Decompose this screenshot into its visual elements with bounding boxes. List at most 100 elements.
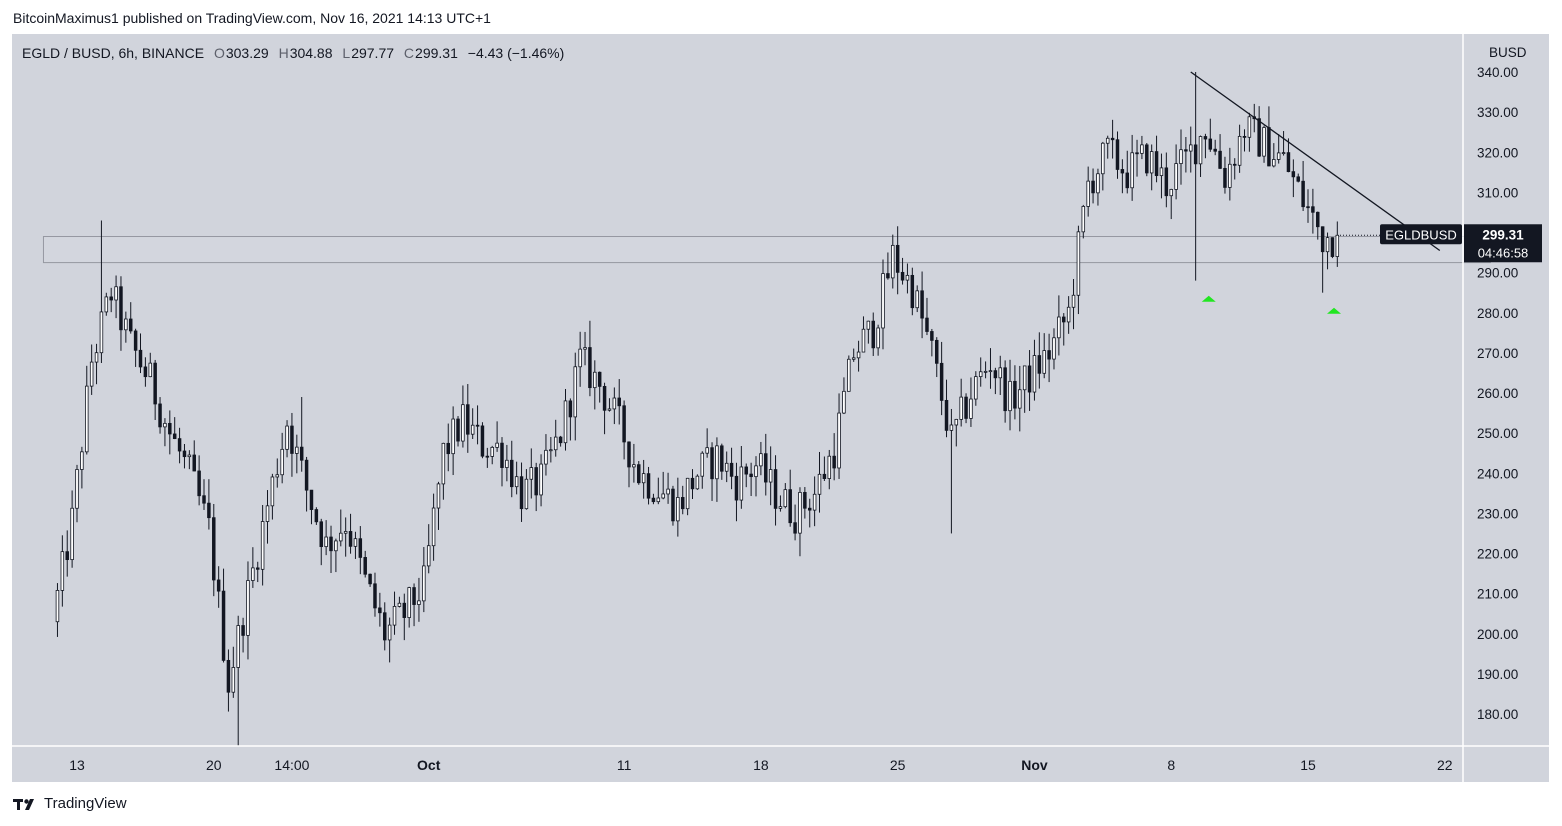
candle bbox=[251, 547, 255, 588]
candle bbox=[1316, 211, 1320, 240]
candle-body-up bbox=[514, 476, 519, 488]
candle bbox=[778, 495, 783, 512]
candle-body-up bbox=[1281, 152, 1286, 155]
candle bbox=[187, 450, 192, 470]
descending-trendline[interactable] bbox=[1190, 71, 1441, 252]
tradingview-logo[interactable]: TradingView bbox=[13, 795, 127, 812]
candle bbox=[80, 446, 84, 489]
candle bbox=[905, 263, 910, 294]
candle-body-up bbox=[295, 446, 299, 454]
candle bbox=[817, 451, 822, 513]
candle bbox=[519, 462, 524, 522]
candle bbox=[578, 331, 582, 387]
candle bbox=[1247, 112, 1252, 152]
candle-body-up bbox=[607, 408, 612, 411]
price-tag-value: 299.31 bbox=[1482, 227, 1524, 242]
x-tick-label: 8 bbox=[1167, 757, 1175, 773]
symbol-tag-text: EGLDBUSD bbox=[1385, 227, 1457, 242]
candle-body-up bbox=[1140, 144, 1144, 154]
candle bbox=[358, 526, 363, 575]
candle bbox=[1218, 134, 1222, 170]
candle-body-up bbox=[1169, 189, 1173, 197]
candle bbox=[1164, 152, 1169, 208]
candle bbox=[1037, 332, 1042, 389]
candle bbox=[803, 487, 807, 519]
candle-body-down bbox=[202, 495, 206, 504]
chart-frame[interactable] bbox=[12, 34, 1549, 782]
candle bbox=[969, 377, 973, 427]
candle bbox=[925, 297, 929, 336]
candle bbox=[544, 434, 548, 476]
candle bbox=[549, 437, 553, 463]
candle bbox=[1115, 131, 1120, 179]
candle-body-down bbox=[1291, 171, 1296, 178]
candle-body-down bbox=[1330, 237, 1335, 257]
x-tick-label: 15 bbox=[1300, 757, 1316, 773]
candle-body-up bbox=[236, 625, 240, 668]
candle bbox=[871, 312, 875, 356]
candle-body-down bbox=[1120, 169, 1125, 174]
candle-body-up bbox=[1032, 355, 1037, 393]
candle bbox=[978, 357, 983, 387]
candle-body-down bbox=[368, 573, 372, 585]
candle bbox=[75, 464, 79, 523]
candle bbox=[837, 393, 841, 479]
candle-body-up bbox=[99, 311, 104, 354]
candle-body-up bbox=[612, 397, 617, 410]
candle bbox=[319, 518, 323, 566]
candle-body-down bbox=[1125, 172, 1130, 189]
candle bbox=[910, 267, 915, 316]
candle bbox=[60, 535, 65, 607]
candle bbox=[558, 435, 563, 447]
candle-body-up bbox=[1262, 127, 1266, 157]
candle bbox=[583, 331, 587, 366]
candle bbox=[593, 360, 597, 410]
candle bbox=[1262, 125, 1266, 163]
candle-body-down bbox=[241, 625, 245, 636]
candle bbox=[1184, 136, 1188, 173]
candle bbox=[412, 583, 416, 627]
candle-body-up bbox=[978, 371, 983, 378]
candle bbox=[1101, 141, 1105, 191]
candle bbox=[104, 292, 109, 316]
tradingview-logo-icon bbox=[13, 798, 34, 810]
candle-body-up bbox=[549, 449, 553, 452]
candle bbox=[1066, 296, 1071, 334]
symbol-legend: EGLD / BUSD, 6h, BINANCE O303.29 H304.88… bbox=[22, 45, 564, 61]
candle bbox=[773, 455, 778, 526]
candle-body-up bbox=[1198, 136, 1203, 165]
resistance-zone-rect bbox=[42, 236, 1491, 264]
y-tick-label: 310.00 bbox=[1477, 185, 1518, 200]
candle bbox=[1149, 144, 1154, 191]
currency-label: BUSD bbox=[1489, 45, 1527, 60]
candle bbox=[475, 405, 480, 445]
candle bbox=[1242, 129, 1247, 152]
candle-body-up bbox=[275, 474, 280, 478]
candle bbox=[959, 378, 963, 427]
candle bbox=[109, 287, 113, 313]
candle bbox=[368, 573, 372, 587]
candle bbox=[260, 505, 265, 586]
candle-body-up bbox=[666, 488, 670, 495]
y-tick-label: 250.00 bbox=[1477, 426, 1518, 441]
candle bbox=[729, 447, 734, 490]
candle bbox=[221, 568, 226, 663]
candle bbox=[1081, 204, 1086, 239]
candle-body-up bbox=[334, 540, 338, 552]
candle-body-up bbox=[798, 491, 802, 534]
candle bbox=[1135, 139, 1139, 177]
candle bbox=[1062, 313, 1066, 346]
candle-body-up bbox=[397, 602, 402, 607]
candle-body-up bbox=[1272, 159, 1276, 167]
candle-body-down bbox=[192, 454, 196, 472]
candle-body-down bbox=[1115, 139, 1120, 170]
legend-close-value: 299.31 bbox=[415, 45, 458, 61]
candle bbox=[163, 418, 167, 447]
candle-body-up bbox=[451, 418, 455, 455]
candle bbox=[827, 449, 832, 490]
candle-body-up bbox=[251, 567, 255, 581]
candle-body-down bbox=[172, 433, 177, 440]
candle-body-up bbox=[231, 667, 236, 693]
candle-body-up bbox=[85, 385, 89, 453]
